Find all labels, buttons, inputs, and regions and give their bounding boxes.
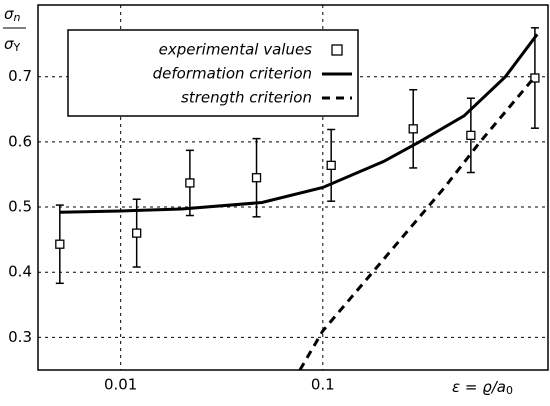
y-tick-label: 0.6	[8, 132, 32, 150]
data-point	[408, 124, 418, 134]
x-tick-label: 0.1	[311, 376, 335, 394]
data-point	[132, 228, 142, 238]
legend-box	[67, 29, 359, 117]
legend-label: experimental values	[159, 41, 313, 59]
y-tick-label: 0.7	[8, 67, 32, 85]
x-label: ε = ϱ/a0	[452, 378, 513, 398]
data-point	[251, 173, 262, 183]
data-point	[530, 73, 540, 83]
x-tick-label: 0.01	[104, 376, 137, 394]
data-point	[466, 130, 476, 141]
y-tick-label: 0.5	[8, 198, 32, 216]
line	[59, 33, 539, 214]
plot-frame	[37, 4, 549, 371]
line	[298, 75, 537, 371]
data-point	[326, 160, 336, 170]
data-point	[55, 239, 65, 249]
y-label-numerator: σn	[4, 5, 21, 25]
y-tick-label: 0.3	[8, 328, 32, 346]
legend-label: strength criterion	[181, 89, 312, 107]
legend-marker	[331, 44, 343, 56]
legend-label: deformation criterion	[153, 65, 312, 83]
y-tick-label: 0.4	[8, 263, 32, 281]
y-label-denominator: σY	[4, 35, 21, 55]
data-point	[185, 178, 195, 188]
